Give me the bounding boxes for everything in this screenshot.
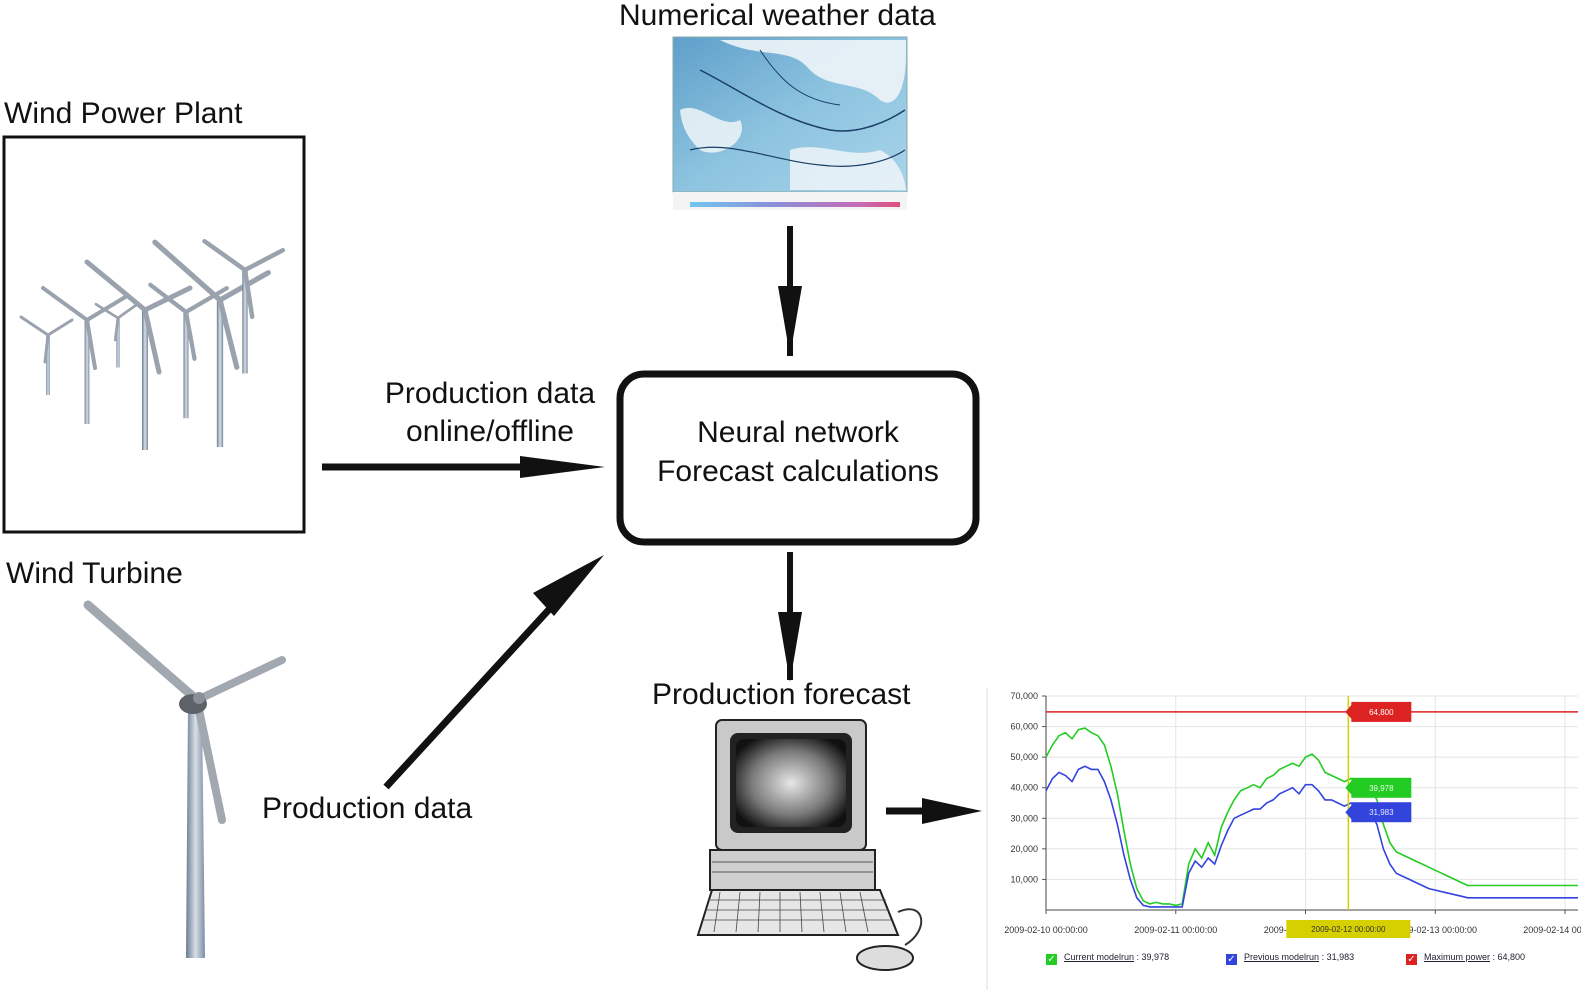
forecast-chart: 10,000 20,000 30,000 40,000 50,000 60,000 70,0…	[986, 688, 1581, 990]
series-line-previous	[1045, 765, 1578, 908]
arrowhead-weather	[778, 286, 802, 356]
max-marker-box	[1351, 701, 1412, 722]
chart-series	[1045, 711, 1578, 908]
neural-network-box	[616, 370, 980, 546]
legend-maximum: ✓ Maximum power : 64,800	[1406, 952, 1526, 965]
checkbox-icon: ✓	[1406, 954, 1417, 965]
production-data-label: Production data	[262, 792, 473, 825]
y-tick-label: 50,000	[1010, 752, 1038, 762]
arrow-turbine-to-nn	[383, 600, 558, 790]
checkbox-icon: ✓	[1046, 954, 1057, 965]
y-tick-label: 70,000	[1010, 691, 1038, 701]
chart-plot-area	[1046, 696, 1578, 910]
max-marker-tip	[1345, 703, 1353, 720]
arrowhead-chart	[922, 798, 982, 824]
chart-grid	[1045, 695, 1578, 911]
legend-current: ✓ Current modelrun : 39,978	[1046, 952, 1170, 965]
y-tick-label: 60,000	[1010, 722, 1038, 732]
arrowhead-forecast	[778, 612, 802, 682]
x-tick-label: 2009-02-14 00:00:00	[1523, 925, 1581, 935]
chart-y-ticks: 10,000 20,000 30,000 40,000 50,000 60,000 70,0…	[1010, 691, 1046, 884]
x-tick-label: 2009-02-10 00:00:00	[1004, 925, 1088, 935]
arrowhead-turbine	[533, 555, 604, 616]
weather-map-image	[672, 36, 908, 210]
neural-network-label: Neural network	[697, 416, 899, 449]
current-marker-text: 39,978	[1369, 784, 1394, 793]
production-data-online-label: Production data	[384, 377, 596, 410]
previous-marker-box	[1351, 802, 1412, 823]
y-tick-label: 10,000	[1010, 874, 1038, 884]
wind-power-plant-frame	[2, 135, 306, 534]
max-marker-text: 64,800	[1369, 708, 1394, 717]
previous-marker-tip	[1345, 804, 1353, 821]
cursor-date-box	[1286, 920, 1411, 938]
legend-previous: ✓ Previous modelrun : 31,983	[1226, 952, 1355, 965]
production-forecast-label: Production forecast	[652, 678, 911, 711]
cursor-date-text: 2009-02-12 00:00:00	[1311, 925, 1386, 934]
series-line-current	[1045, 727, 1578, 907]
weather-data-label: Numerical weather data	[619, 0, 936, 32]
forecast-calculations-label: Forecast calculations	[657, 455, 939, 488]
current-marker-box	[1351, 777, 1412, 798]
wind-farm-image	[19, 238, 286, 450]
chart-markers: 64,800 39,978 31,983 2009-02-12 00:00:00	[1286, 696, 1412, 938]
checkbox-icon: ✓	[1226, 954, 1237, 965]
x-tick-label: 2009-02-13 00:00:00	[1393, 925, 1477, 935]
online-offline-label: online/offline	[406, 415, 574, 448]
arrowhead-plant	[520, 456, 605, 478]
y-tick-label: 20,000	[1010, 844, 1038, 854]
previous-marker-text: 31,983	[1369, 808, 1394, 817]
wind-power-plant-label: Wind Power Plant	[4, 97, 243, 130]
current-marker-tip	[1345, 779, 1353, 796]
y-tick-label: 40,000	[1010, 783, 1038, 793]
y-tick-label: 30,000	[1010, 813, 1038, 823]
wind-turbine-image	[83, 600, 286, 958]
wind-turbine-label: Wind Turbine	[6, 557, 183, 590]
x-tick-label: 2009-02-11 00:00:00	[1134, 925, 1217, 935]
computer-icon	[696, 719, 923, 971]
